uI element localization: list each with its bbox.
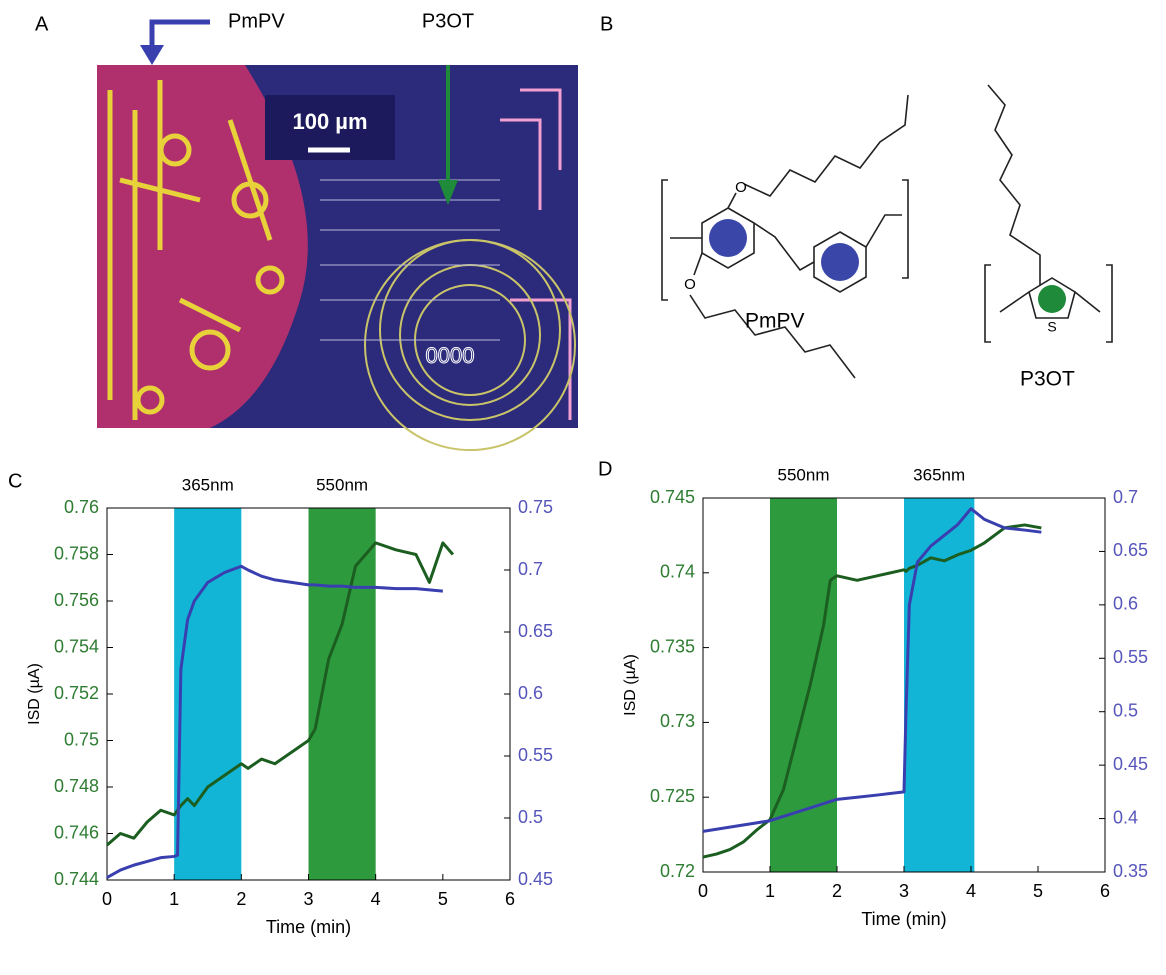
- y2-tick-label: 0.6: [518, 683, 543, 703]
- x-tick-label: 1: [169, 889, 179, 909]
- y2-tick-label: 0.75: [518, 497, 553, 517]
- y2-tick-label: 0.7: [1113, 487, 1138, 507]
- y-tick-label: 0.754: [54, 636, 99, 656]
- x-tick-label: 5: [438, 889, 448, 909]
- y2-tick-label: 0.35: [1113, 861, 1148, 881]
- series-line: [702, 523, 1042, 859]
- y-tick-label: 0.748: [54, 776, 99, 796]
- y-axis-label: ISD (µA): [622, 654, 639, 716]
- atom-label: O: [684, 276, 696, 293]
- y2-tick-label: 0.65: [1113, 540, 1148, 560]
- y-axis-label: ISD (µA): [26, 663, 43, 725]
- band: [770, 498, 837, 872]
- y-tick-label: 0.735: [650, 636, 695, 656]
- x-axis-label: Time (min): [861, 909, 946, 929]
- arrow: [149, 19, 210, 48]
- panel-label: D: [598, 458, 612, 480]
- y-tick-label: 0.725: [650, 786, 695, 806]
- x-tick-label: 2: [236, 889, 246, 909]
- panel-label: C: [8, 470, 22, 492]
- pointer-label: P3OT: [422, 10, 474, 32]
- series-line: [106, 541, 455, 847]
- pmpv-structure: [661, 94, 909, 379]
- x-tick-label: 0: [698, 881, 708, 901]
- y2-tick-label: 0.45: [518, 869, 553, 889]
- y2-tick-label: 0.55: [1113, 647, 1148, 667]
- y2-tick-label: 0.5: [1113, 700, 1138, 720]
- y-tick-label: 0.744: [54, 869, 99, 889]
- pointer-label: PmPV: [228, 10, 285, 32]
- band: [174, 508, 242, 880]
- y2-tick-label: 0.4: [1113, 807, 1138, 827]
- x-tick-label: 6: [1100, 881, 1110, 901]
- x-tick-label: 4: [371, 889, 381, 909]
- atom-label: O: [735, 179, 747, 196]
- series-line: [702, 507, 1042, 833]
- y-tick-label: 0.745: [650, 487, 695, 507]
- y2-tick-label: 0.6: [1113, 594, 1138, 614]
- y-tick-label: 0.75: [64, 729, 99, 749]
- y2-tick-label: 0.7: [518, 559, 543, 579]
- y-tick-label: 0.752: [54, 683, 99, 703]
- y-tick-label: 0.72: [660, 861, 695, 881]
- y-tick-label: 0.76: [64, 497, 99, 517]
- x-tick-label: 2: [832, 881, 842, 901]
- band: [308, 508, 376, 880]
- x-tick-label: 4: [966, 881, 976, 901]
- p3ot-structure: [984, 84, 1113, 343]
- y-tick-label: 0.746: [54, 822, 99, 842]
- y2-tick-label: 0.5: [518, 807, 543, 827]
- x-axis-label: Time (min): [266, 917, 351, 937]
- micrograph: [97, 65, 578, 451]
- x-tick-label: 3: [899, 881, 909, 901]
- polymer-label: PmPV: [745, 310, 805, 333]
- panel-label: B: [600, 13, 613, 35]
- y2-tick-label: 0.55: [518, 745, 553, 765]
- band-label: 550nm: [316, 475, 368, 494]
- panel-label: A: [35, 13, 49, 35]
- x-tick-label: 5: [1033, 881, 1043, 901]
- band-label: 365nm: [913, 465, 965, 484]
- y-tick-label: 0.73: [660, 711, 695, 731]
- series-line: [106, 564, 443, 879]
- x-tick-label: 6: [505, 889, 515, 909]
- x-tick-label: 1: [765, 881, 775, 901]
- band-label: 550nm: [778, 465, 830, 484]
- band-label: 365nm: [182, 475, 234, 494]
- scale-bar-label: 100 µm: [292, 109, 367, 134]
- overlay-text: 0000: [426, 343, 475, 368]
- y-tick-label: 0.758: [54, 543, 99, 563]
- y2-tick-label: 0.65: [518, 621, 553, 641]
- x-tick-label: 3: [303, 889, 313, 909]
- polymer-label: P3OT: [1020, 368, 1075, 391]
- y2-tick-label: 0.45: [1113, 754, 1148, 774]
- atom-label: S: [1047, 319, 1056, 335]
- y-tick-label: 0.74: [660, 562, 695, 582]
- arrow-head: [438, 180, 458, 205]
- arrow-head: [140, 45, 164, 65]
- x-tick-label: 0: [102, 889, 112, 909]
- y-tick-label: 0.756: [54, 590, 99, 610]
